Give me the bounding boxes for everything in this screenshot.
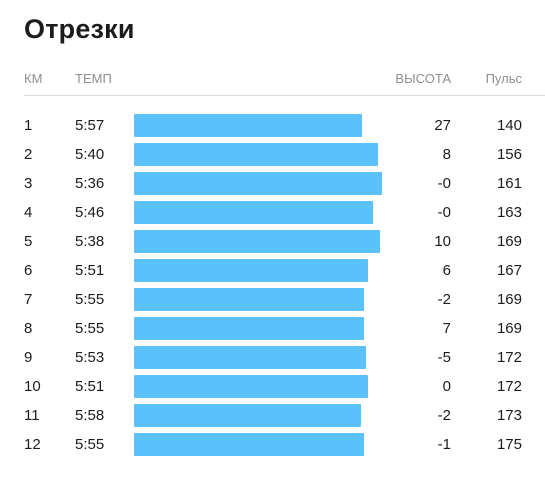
split-pace: 5:46 <box>75 204 105 221</box>
split-pace: 5:53 <box>75 349 105 366</box>
split-km: 2 <box>24 146 33 163</box>
split-pulse: 172 <box>496 349 522 366</box>
split-row: 12 5:55 -1 175 <box>0 430 545 459</box>
split-elevation: 0 <box>442 378 451 395</box>
split-pulse: 169 <box>496 320 522 337</box>
header-divider <box>24 95 545 96</box>
split-elevation: 6 <box>442 262 451 279</box>
split-row: 8 5:55 7 169 <box>0 314 545 343</box>
split-pace: 5:38 <box>75 233 105 250</box>
split-row: 9 5:53 -5 172 <box>0 343 545 372</box>
pace-bar <box>134 375 368 398</box>
header-elevation: ВЫСОТА <box>395 71 451 86</box>
split-row: 2 5:40 8 156 <box>0 140 545 169</box>
split-km: 5 <box>24 233 33 250</box>
split-km: 11 <box>24 407 40 424</box>
split-elevation: -1 <box>437 436 451 453</box>
split-km: 3 <box>24 175 33 192</box>
split-pulse: 173 <box>496 407 522 424</box>
split-pace: 5:55 <box>75 320 105 337</box>
split-pulse: 161 <box>496 175 522 192</box>
split-km: 8 <box>24 320 33 337</box>
split-elevation: -0 <box>437 204 451 221</box>
split-pace: 5:36 <box>75 175 105 192</box>
split-row: 3 5:36 -0 161 <box>0 169 545 198</box>
split-pace: 5:58 <box>75 407 105 424</box>
split-km: 9 <box>24 349 33 366</box>
header-pace: ТЕМП <box>75 71 112 86</box>
split-pace: 5:57 <box>75 117 105 134</box>
split-elevation: -2 <box>437 407 451 424</box>
split-km: 12 <box>24 436 41 453</box>
split-row: 5 5:38 10 169 <box>0 227 545 256</box>
pace-bar <box>134 143 378 166</box>
pace-bar <box>134 259 368 282</box>
split-elevation: -2 <box>437 291 451 308</box>
split-pulse: 163 <box>496 204 522 221</box>
pace-bar <box>134 201 373 224</box>
split-pace: 5:55 <box>75 291 105 308</box>
split-km: 10 <box>24 378 41 395</box>
pace-bar <box>134 433 364 456</box>
split-km: 7 <box>24 291 33 308</box>
split-elevation: 7 <box>442 320 451 337</box>
pace-bar <box>134 230 380 253</box>
pace-bar <box>134 317 364 340</box>
split-pulse: 169 <box>496 233 522 250</box>
split-km: 1 <box>24 117 33 134</box>
split-pulse: 175 <box>496 436 522 453</box>
split-elevation: -0 <box>437 175 451 192</box>
split-pace: 5:51 <box>75 378 105 395</box>
split-row: 1 5:57 27 140 <box>0 111 545 140</box>
split-pulse: 156 <box>496 146 522 163</box>
splits-table-header: КМ ТЕМП ВЫСОТА Пульс <box>0 71 545 87</box>
split-pace: 5:55 <box>75 436 105 453</box>
split-row: 6 5:51 6 167 <box>0 256 545 285</box>
split-elevation: 8 <box>442 146 451 163</box>
pace-bar <box>134 288 364 311</box>
split-row: 10 5:51 0 172 <box>0 372 545 401</box>
split-row: 4 5:46 -0 163 <box>0 198 545 227</box>
pace-bar <box>134 346 366 369</box>
split-elevation: 27 <box>434 117 451 134</box>
split-elevation: 10 <box>434 233 451 250</box>
pace-bar <box>134 172 382 195</box>
splits-list: 1 5:57 27 140 2 5:40 8 156 3 5:36 -0 161 4 5:46 -0 163 5… <box>0 111 545 459</box>
split-km: 6 <box>24 262 33 279</box>
split-elevation: -5 <box>437 349 451 366</box>
split-pulse: 172 <box>496 378 522 395</box>
split-row: 7 5:55 -2 169 <box>0 285 545 314</box>
page-title: Отрезки <box>24 14 135 44</box>
split-pace: 5:40 <box>75 146 105 163</box>
split-row: 11 5:58 -2 173 <box>0 401 545 430</box>
split-pulse: 167 <box>496 262 522 279</box>
split-pace: 5:51 <box>75 262 105 279</box>
header-km: КМ <box>24 71 43 86</box>
pace-bar <box>134 114 362 137</box>
header-pulse: Пульс <box>485 71 522 86</box>
split-pulse: 169 <box>496 291 522 308</box>
pace-bar <box>134 404 361 427</box>
split-pulse: 140 <box>496 117 522 134</box>
split-km: 4 <box>24 204 33 221</box>
